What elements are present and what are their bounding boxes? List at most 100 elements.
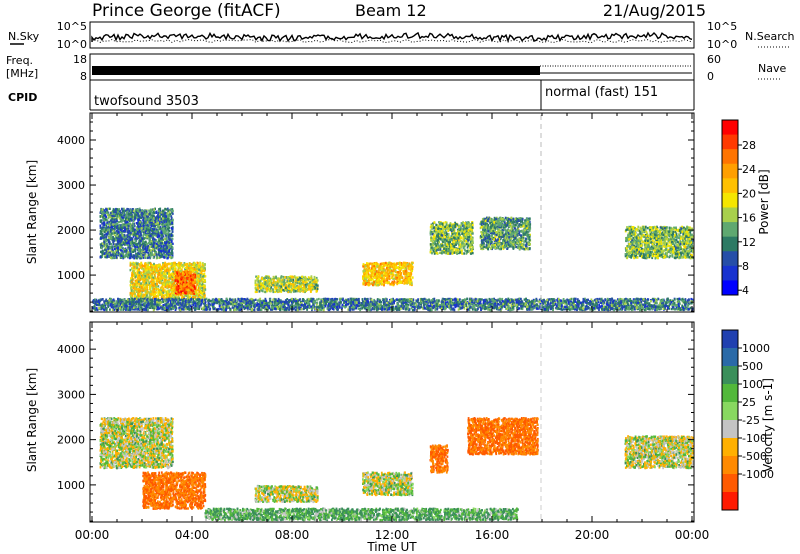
power-echo-cell <box>170 226 173 230</box>
power-echo-cell <box>130 286 133 289</box>
power-echo-cell <box>150 224 153 228</box>
power-echo-cell <box>132 222 134 225</box>
power-echo-cell <box>168 275 170 278</box>
power-echo-cell <box>139 245 141 248</box>
power-echo-cell <box>148 249 150 252</box>
power-echo-cell <box>196 267 199 270</box>
power-echo-cell <box>121 216 124 220</box>
power-echo-cell <box>163 283 165 286</box>
power-echo-cell <box>133 233 135 236</box>
power-echo-cell <box>160 231 163 234</box>
power-echo-cell <box>135 256 138 259</box>
power-echo-cell <box>150 211 152 214</box>
power-echo-cell <box>162 231 165 234</box>
power-echo-cell <box>115 207 117 211</box>
power-echo-cell <box>161 272 163 275</box>
power-echo-cell <box>106 229 109 232</box>
power-echo-cell <box>168 217 170 221</box>
power-echo-cell <box>278 280 281 283</box>
power-echo-cell <box>119 246 121 249</box>
power-echo-cell <box>164 243 167 247</box>
power-echo-cell <box>362 263 365 266</box>
power-echo-cell <box>164 211 167 215</box>
power-echo-cell <box>120 240 122 243</box>
power-echo-cell <box>165 250 168 253</box>
power-echo-cell <box>142 270 145 273</box>
power-echo-cell <box>99 226 102 229</box>
power-echo-cell <box>133 283 136 286</box>
power-echo-cell <box>257 286 259 290</box>
power-echo-cell <box>103 212 105 215</box>
power-echo-cell <box>107 245 110 248</box>
power-echo-cell <box>168 272 170 275</box>
power-echo-cell <box>144 225 147 228</box>
power-echo-cell <box>200 270 203 273</box>
power-echo-cell <box>138 271 141 274</box>
power-echo-cell <box>162 249 165 252</box>
power-echo-cell <box>143 281 145 284</box>
power-echo-cell <box>134 243 137 246</box>
power-echo-cell <box>157 233 160 236</box>
power-echo-cell <box>152 238 154 241</box>
power-echo-cell <box>158 218 161 221</box>
power-echo-cell <box>147 271 149 274</box>
power-echo-cell <box>114 236 117 240</box>
power-echo-cell <box>171 208 174 211</box>
power-echo-cell <box>102 218 105 222</box>
power-echo-cell <box>203 272 206 275</box>
power-echo-cell <box>125 242 128 245</box>
power-echo-cell <box>125 214 128 217</box>
power-echo-cell <box>101 244 104 247</box>
power-echo-cell <box>111 214 114 218</box>
power-echo-cell <box>116 226 118 230</box>
power-echo-cell <box>182 292 184 295</box>
power-echo-cell <box>99 224 102 227</box>
power-echo-cell <box>183 283 185 286</box>
nsky-tick-top-right: 10^5 <box>707 20 737 33</box>
power-echo-cell <box>134 287 136 290</box>
power-echo-cell <box>144 274 147 278</box>
power-echo-cell <box>152 231 154 235</box>
power-echo-cell <box>137 252 140 255</box>
power-echo-cell <box>306 288 308 291</box>
power-echo-cell <box>153 253 156 256</box>
power-echo-cell <box>142 256 145 259</box>
power-echo-cell <box>277 289 280 293</box>
power-echo-cell <box>115 250 118 254</box>
freq-frame <box>89 53 695 81</box>
power-echo-cell <box>120 217 122 221</box>
power-echo-cell <box>163 227 165 230</box>
power-echo-cell <box>199 282 202 285</box>
power-echo-cell <box>144 251 147 254</box>
power-echo-cell <box>285 283 288 287</box>
power-echo-cell <box>105 248 107 252</box>
power-echo-cell <box>153 208 155 211</box>
power-echo-cell <box>125 209 127 212</box>
power-echo-cell <box>144 256 147 259</box>
power-echo-cell <box>106 219 109 222</box>
power-echo-cell <box>106 242 109 246</box>
power-echo-cell <box>110 212 112 215</box>
power-echo-cell <box>155 250 157 254</box>
power-echo-cell <box>122 248 125 251</box>
power-echo-cell <box>161 228 164 231</box>
power-echo-cell <box>203 289 206 292</box>
power-echo-cell <box>107 247 109 250</box>
power-echo-cell <box>371 271 374 274</box>
power-echo-cell <box>149 219 151 222</box>
power-echo-cell <box>189 283 192 287</box>
power-echo-cell <box>131 274 134 277</box>
power-echo-cell <box>148 209 150 212</box>
power-echo-cell <box>380 268 383 271</box>
power-echo-cell <box>133 241 135 245</box>
power-echo-cell <box>163 280 166 283</box>
power-echo-cell <box>147 256 149 260</box>
power-echo-cell <box>167 222 170 225</box>
station-title: Prince George (fitACF) <box>92 1 281 21</box>
power-echo-cell <box>146 242 148 246</box>
power-echo-cell <box>133 249 136 252</box>
power-echo-cell <box>158 248 161 251</box>
power-echo-cell <box>409 264 411 267</box>
power-echo-cell <box>260 277 263 280</box>
power-echo-cell <box>175 279 178 282</box>
